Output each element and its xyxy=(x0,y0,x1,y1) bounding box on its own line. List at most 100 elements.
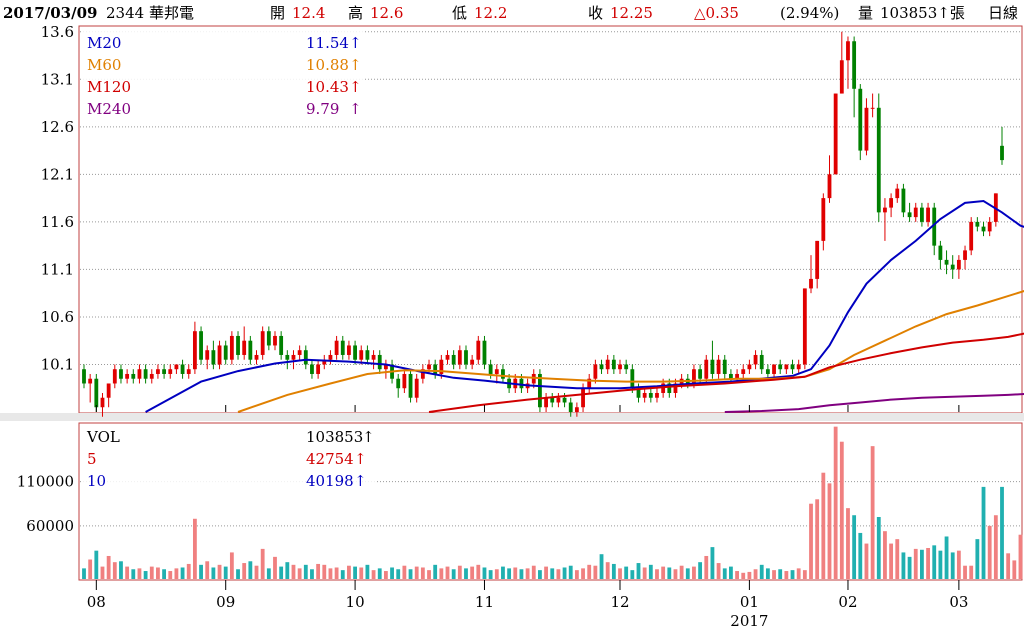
legend-m60-arrow: ↑ xyxy=(349,56,362,74)
candle-body xyxy=(833,93,838,175)
candle-body xyxy=(303,350,308,365)
header-volume: 103853↑張 xyxy=(880,4,965,22)
candle xyxy=(211,340,216,370)
legend-m120-arrow: ↑ xyxy=(349,78,362,96)
volume-bar xyxy=(593,565,598,579)
legend-vol5-value: 42754 xyxy=(306,450,354,468)
candle-body xyxy=(667,383,672,393)
candle-body xyxy=(876,107,881,213)
candle-body xyxy=(858,88,863,151)
volume-bar xyxy=(328,568,333,579)
volume-bar xyxy=(100,566,105,579)
volume-bar xyxy=(735,571,739,579)
volume-bar xyxy=(168,571,173,579)
header-volume-label: 量 xyxy=(858,4,873,22)
panel-divider xyxy=(0,413,1024,421)
candle-body xyxy=(846,41,850,61)
candle xyxy=(291,350,296,370)
candle-body xyxy=(956,259,961,270)
volume-bar xyxy=(273,556,277,579)
candle xyxy=(328,350,333,365)
volume-bar xyxy=(778,569,783,579)
candle xyxy=(162,364,167,379)
candle xyxy=(950,255,955,279)
volume-y-ticks: 110000 60000 xyxy=(17,473,74,535)
volume-bar xyxy=(784,571,789,579)
candle-body xyxy=(648,392,653,398)
volume-bar xyxy=(414,566,419,579)
candle xyxy=(359,345,364,365)
candle-body xyxy=(587,378,592,389)
volume-bar xyxy=(919,549,924,579)
candle xyxy=(266,326,271,351)
candle xyxy=(100,392,105,417)
candle xyxy=(556,392,561,408)
candle-body xyxy=(273,335,277,346)
header-close: 12.25 xyxy=(610,4,653,22)
candle xyxy=(131,369,136,384)
candle-body xyxy=(673,383,678,393)
candle-body xyxy=(328,354,333,360)
candle-body xyxy=(969,221,974,251)
candle-body xyxy=(192,331,197,370)
volume-bar xyxy=(544,566,548,579)
candle xyxy=(741,364,746,379)
candle xyxy=(340,335,345,360)
candle xyxy=(858,84,863,161)
candle xyxy=(846,36,850,89)
volume-bar xyxy=(433,564,438,579)
candle xyxy=(322,354,327,370)
volume-legend: VOL 103853 ↑ 5 42754 ↑ 10 40198 ↑ xyxy=(81,425,376,493)
candle-body xyxy=(143,369,148,379)
candle xyxy=(981,221,986,237)
candle-body xyxy=(168,369,173,374)
candle xyxy=(716,354,721,379)
candle-body xyxy=(722,359,727,374)
legend-m20-value: 11.54 xyxy=(306,34,349,52)
candle-body xyxy=(765,369,770,374)
volume-bar xyxy=(858,532,863,579)
volume-bar xyxy=(513,567,518,579)
volume-bar xyxy=(759,564,764,579)
volume-bar xyxy=(833,426,838,579)
candle-body xyxy=(692,369,696,384)
volume-bar xyxy=(1018,534,1023,579)
volume-bar xyxy=(938,550,943,579)
candle xyxy=(149,369,154,384)
candle-body xyxy=(796,364,801,370)
header-open: 12.4 xyxy=(292,4,325,22)
candle xyxy=(618,359,622,374)
volume-bar xyxy=(926,548,930,579)
candle-body xyxy=(457,350,462,365)
candle-body xyxy=(864,107,869,151)
candle xyxy=(593,359,598,384)
volume-bar xyxy=(630,570,635,579)
volume-bar xyxy=(316,563,321,579)
x-tick-label: 10 xyxy=(346,593,365,611)
candle xyxy=(870,93,875,118)
candle xyxy=(420,364,425,384)
volume-bar xyxy=(562,567,567,579)
volume-bar xyxy=(205,561,210,579)
candle-body xyxy=(223,345,228,360)
candle-body xyxy=(242,340,247,355)
volume-bar xyxy=(322,564,327,579)
candle xyxy=(285,350,290,370)
volume-bar xyxy=(747,571,752,579)
volume-bar xyxy=(457,565,462,579)
candle-body xyxy=(741,369,746,374)
candle xyxy=(273,331,277,351)
x-tick-label: 12 xyxy=(610,593,629,611)
volume-bar xyxy=(729,566,733,579)
volume-bar xyxy=(451,569,456,579)
volume-bar xyxy=(365,564,370,579)
legend-vol-name: VOL xyxy=(86,428,120,446)
volume-bar xyxy=(655,569,659,579)
volume-bar xyxy=(796,568,801,579)
candle-body xyxy=(359,350,364,360)
candle xyxy=(254,350,259,365)
candle-body xyxy=(131,373,136,379)
candle-body xyxy=(180,364,185,374)
volume-bar xyxy=(420,567,425,579)
